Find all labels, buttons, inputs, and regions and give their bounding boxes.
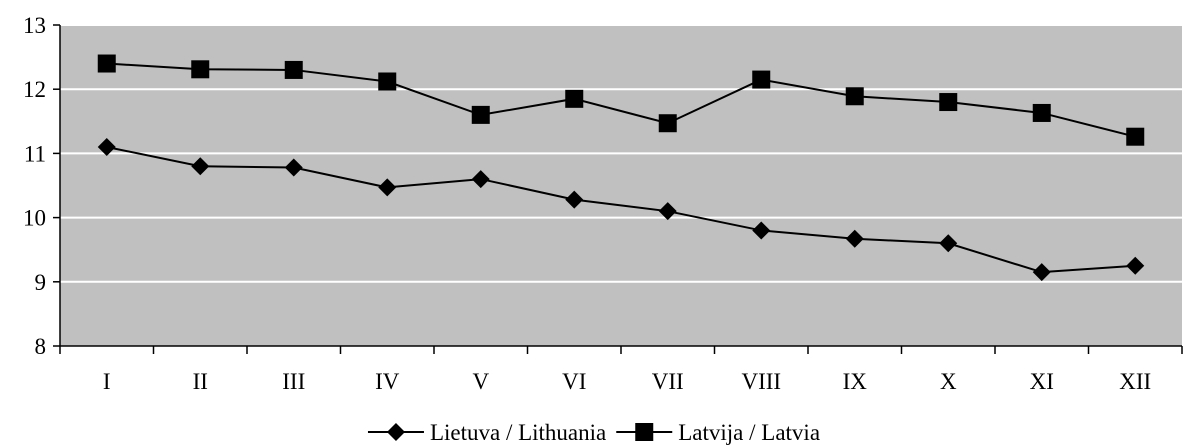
series-2 bbox=[97, 54, 1145, 146]
series-line bbox=[106, 146, 1136, 274]
x-tick-label: III bbox=[282, 369, 305, 394]
data-point bbox=[565, 89, 584, 108]
legend-item: Lietuva / Lithuania bbox=[367, 420, 606, 445]
y-tick-label: 8 bbox=[35, 334, 47, 359]
x-tick-label: X bbox=[940, 369, 957, 394]
legend-marker bbox=[386, 423, 405, 441]
y-tick-label: 11 bbox=[24, 141, 46, 166]
data-point bbox=[378, 178, 397, 197]
data-point bbox=[658, 202, 677, 221]
data-point bbox=[378, 72, 397, 91]
x-tick-label: II bbox=[193, 369, 208, 394]
data-point bbox=[284, 60, 303, 79]
data-point bbox=[97, 137, 116, 156]
y-tick-label: 13 bbox=[23, 13, 46, 38]
y-tick-label: 12 bbox=[23, 77, 46, 102]
plot-area bbox=[60, 25, 1182, 346]
y-tick-label: 9 bbox=[35, 270, 47, 295]
x-tick-label: XI bbox=[1030, 369, 1054, 394]
data-point bbox=[191, 60, 210, 79]
series-line bbox=[106, 62, 1136, 138]
data-point bbox=[1126, 127, 1145, 146]
legend-label: Lietuva / Lithuania bbox=[430, 420, 606, 445]
x-axis: I II III IV V VI VII VIII IX X XI XII bbox=[59, 345, 1183, 394]
series-layer bbox=[97, 54, 1145, 282]
x-tick-label: V bbox=[472, 369, 489, 394]
data-point bbox=[845, 229, 864, 248]
data-point bbox=[658, 114, 677, 133]
x-tick-label: IX bbox=[843, 369, 868, 394]
data-point bbox=[845, 87, 864, 106]
series-1 bbox=[97, 137, 1145, 282]
x-tick-label: IV bbox=[375, 369, 400, 394]
x-tick-label: VIII bbox=[741, 369, 781, 394]
x-tick-label: XII bbox=[1119, 369, 1151, 394]
x-tick-label: VI bbox=[562, 369, 586, 394]
data-point bbox=[752, 221, 771, 240]
data-point bbox=[1126, 256, 1145, 275]
data-point bbox=[97, 54, 116, 73]
gridlines bbox=[60, 24, 1182, 283]
y-tick-label: 10 bbox=[23, 206, 46, 231]
data-point bbox=[1032, 103, 1051, 122]
y-axis: 8 9 10 11 12 13 bbox=[23, 13, 61, 359]
data-point bbox=[939, 234, 958, 253]
data-point bbox=[471, 105, 490, 124]
legend: Lietuva / Lithuania Latvija / Latvia bbox=[367, 420, 820, 445]
data-point bbox=[939, 93, 958, 112]
legend-label: Latvija / Latvia bbox=[678, 420, 820, 445]
data-point bbox=[284, 158, 303, 177]
x-tick-label: I bbox=[103, 369, 111, 394]
data-point bbox=[191, 157, 210, 176]
legend-marker bbox=[635, 423, 654, 441]
legend-item: Latvija / Latvia bbox=[616, 420, 820, 445]
data-point bbox=[1032, 263, 1051, 282]
x-tick-label: VII bbox=[652, 369, 684, 394]
data-point bbox=[471, 170, 490, 189]
data-point bbox=[752, 70, 771, 89]
data-point bbox=[565, 190, 584, 209]
